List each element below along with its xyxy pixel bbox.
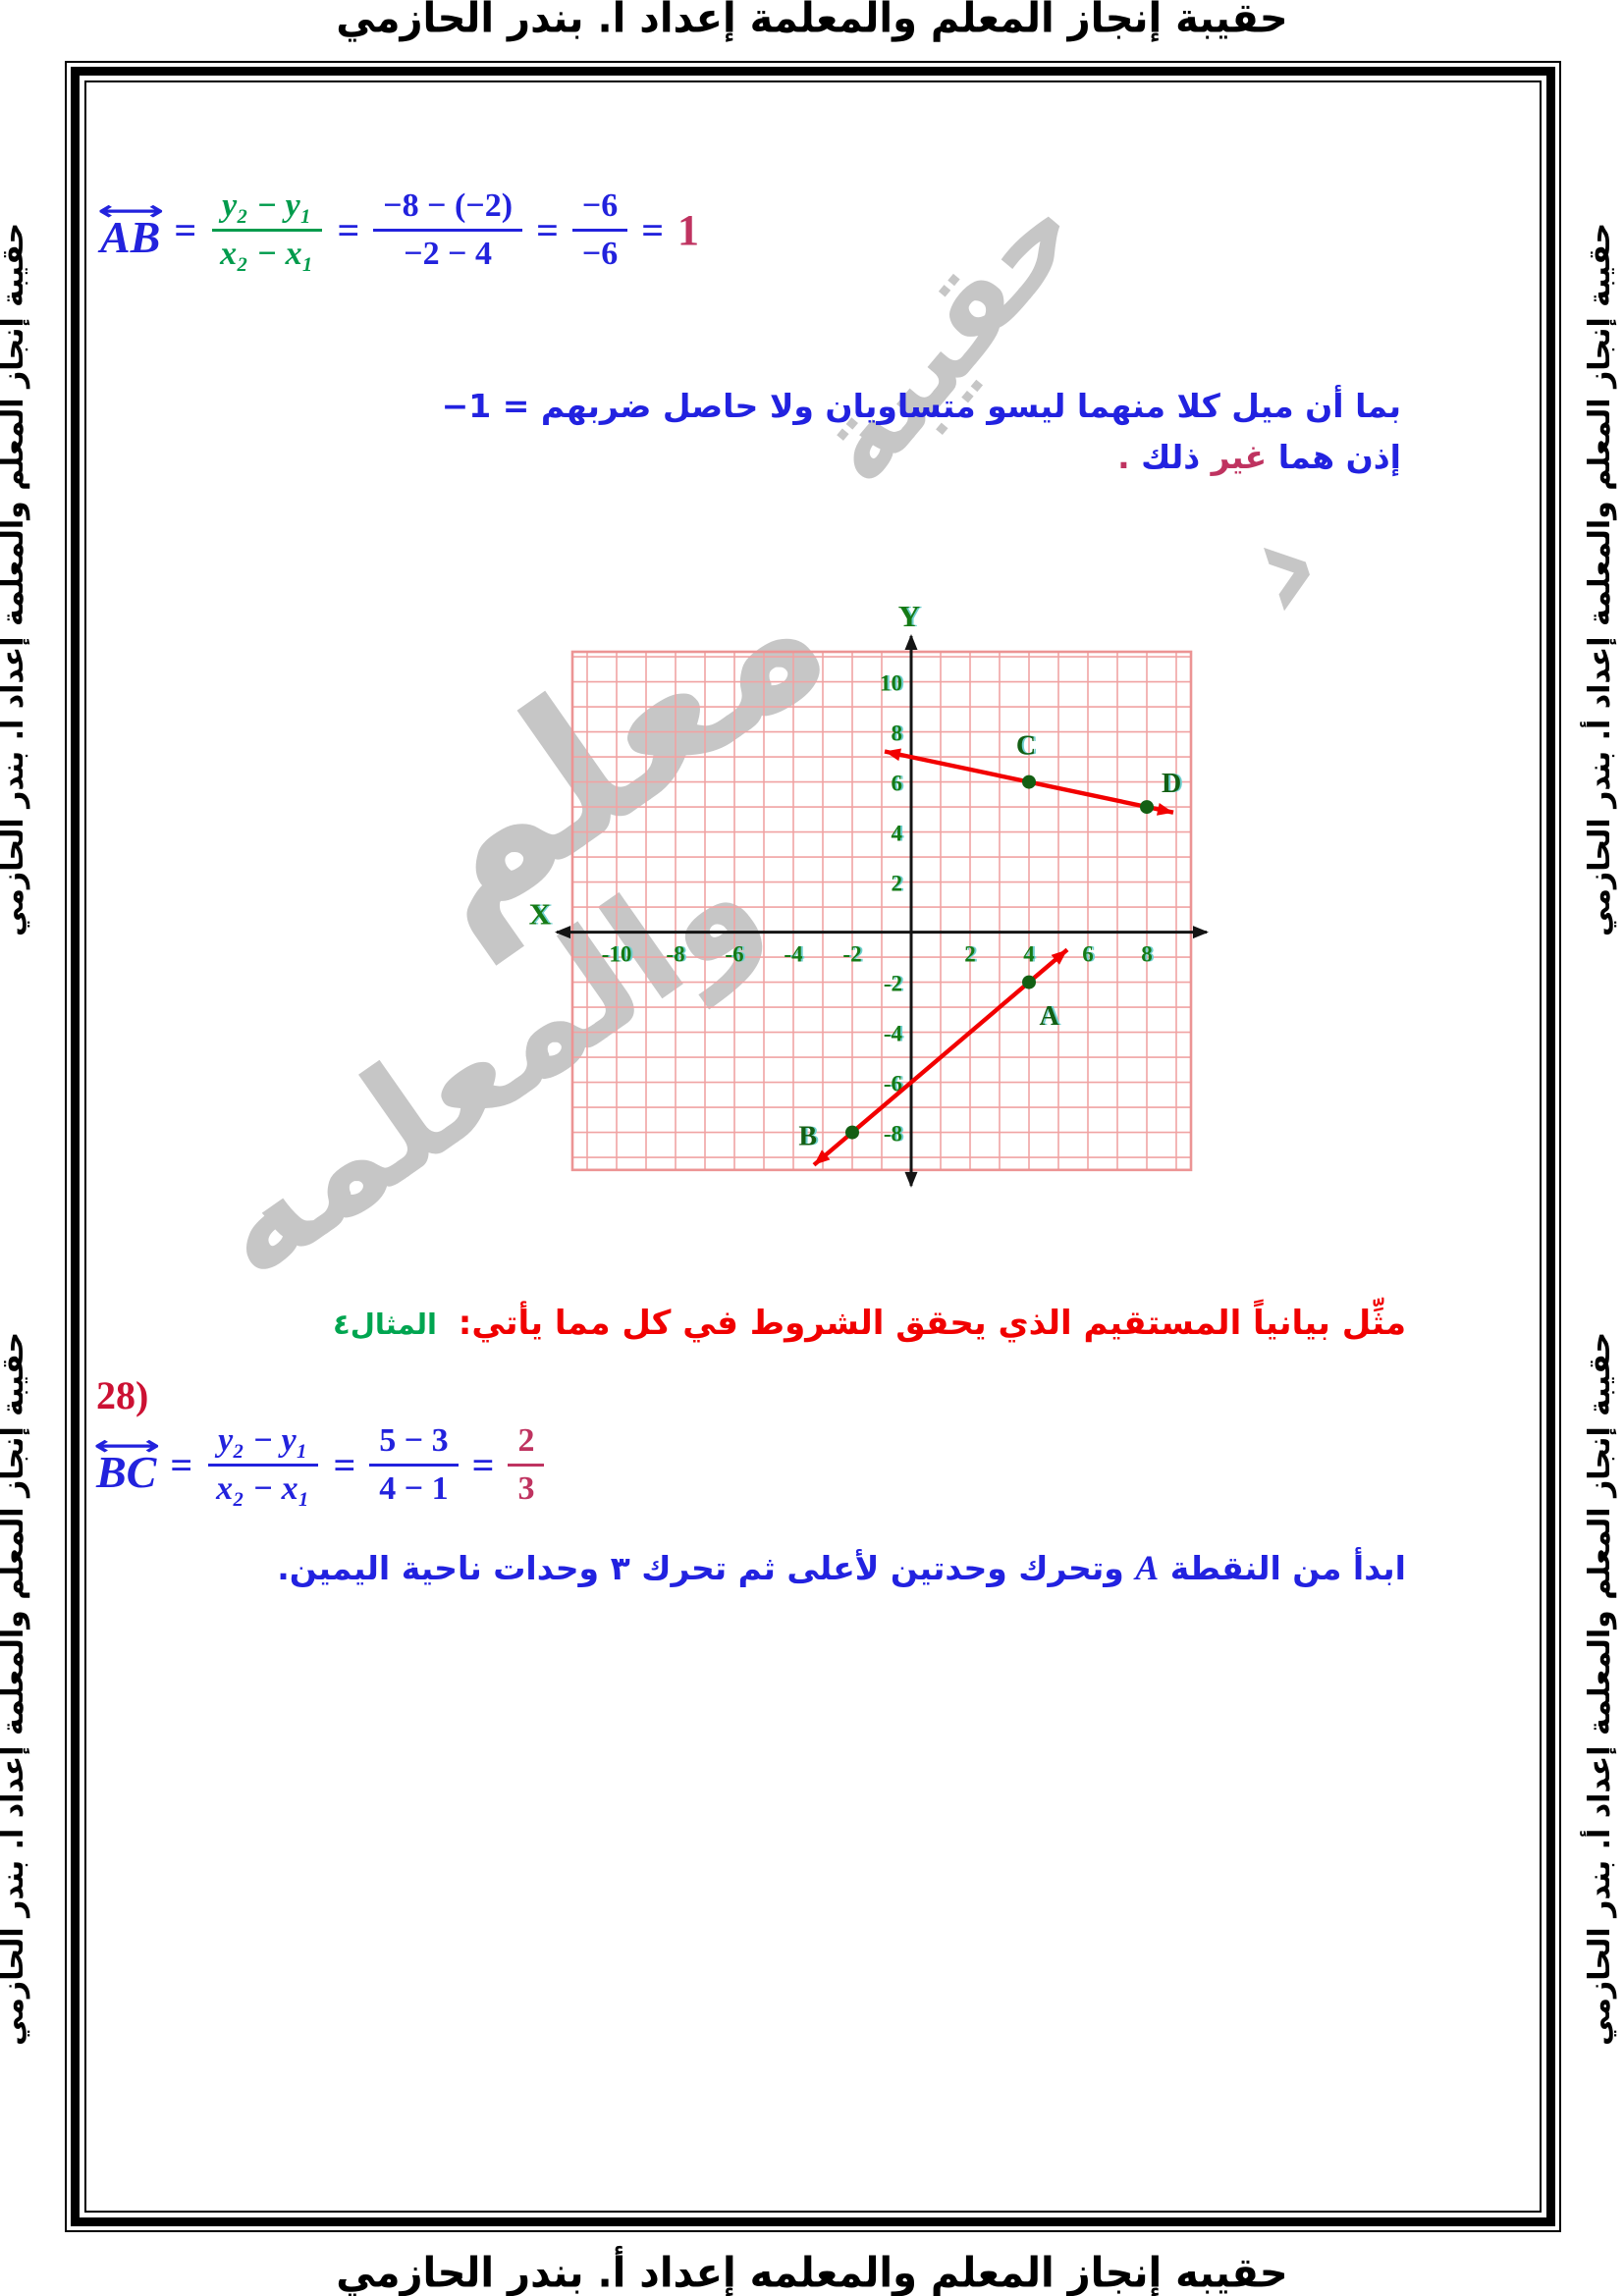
denominator: 4 − 1	[379, 1470, 449, 1507]
svg-text:10: 10	[880, 671, 902, 696]
svg-text:B: B	[798, 1121, 817, 1151]
side-calligraphy-right-bottom: حقيبة إنجاز المعلم والمعلمة إعداد أ. بند…	[1583, 1331, 1617, 2046]
slope-result: 1	[677, 206, 700, 254]
page-border-frame-thick	[71, 67, 1555, 2226]
coordinate-plane-svg: X Y -10 -8 -6 -4 -2 2 4 6 8 10 8 6 4 2 -2 -4 -6 -8 A B C D	[529, 599, 1209, 1188]
page-border-frame	[65, 61, 1561, 2232]
page-border-frame-inner	[84, 80, 1542, 2213]
denominator: x₂ − x₁	[216, 1470, 310, 1507]
equals-sign: =	[641, 208, 665, 252]
note-text: وتحرك وحدتين لأعلى ثم تحرك ٣ وحدات ناحية…	[277, 1549, 1136, 1587]
side-calligraphy-right-top: حقيبة إنجاز المعلم والمعلمة إعداد أ. بند…	[1583, 222, 1617, 936]
problem-number: 28)	[96, 1373, 149, 1417]
svg-text:6: 6	[1082, 942, 1094, 967]
svg-text:6: 6	[892, 772, 903, 796]
equals-sign: =	[170, 1443, 193, 1487]
conclusion-part: إذن هما	[1267, 438, 1401, 476]
instruction-note: ابدأ من النقطة A وتحرك وحدتين لأعلى ثم ت…	[277, 1547, 1406, 1588]
svg-text:2: 2	[892, 872, 903, 896]
svg-text:4: 4	[892, 822, 903, 846]
ab-name: AB	[100, 211, 161, 262]
double-arrow-icon: ⟷	[96, 193, 164, 227]
side-calligraphy-left-top: حقيبة إنجاز المعلم والمعلمة إعداد أ. بند…	[0, 222, 30, 936]
numerator: 2	[508, 1421, 545, 1467]
conclusion-period: .	[1117, 438, 1130, 476]
simplified-fraction: −6 −6	[571, 187, 628, 274]
substituted-fraction: −8 − (−2) −2 − 4	[373, 187, 523, 274]
svg-text:8: 8	[892, 721, 903, 746]
footer-calligraphy: حقيبه إنجاز المعلم والمعلمه إعداد أ. بند…	[336, 2249, 1288, 2296]
denominator: 3	[517, 1470, 535, 1507]
slope-result-fraction: 2 3	[508, 1421, 545, 1509]
conclusion-value: −1	[441, 387, 492, 425]
svg-text:-6: -6	[884, 1072, 902, 1096]
svg-text:-4: -4	[784, 942, 803, 967]
conclusion-text: بما أن ميل كلا منهما ليسو متساويان ولا ح…	[491, 387, 1401, 425]
example-title: مثِّل بيانياً المستقيم الذي يحقق الشروط …	[333, 1304, 1406, 1343]
formula-bc-slope: ⟷ BC = y₂ − y₁ x₂ − x₁ = 5 − 3 4 − 1 = 2…	[93, 1421, 545, 1509]
numerator: −8 − (−2)	[373, 187, 523, 232]
note-point-label: A	[1135, 1548, 1160, 1587]
svg-text:-2: -2	[884, 972, 902, 996]
denominator: −6	[581, 236, 619, 272]
equals-sign: =	[174, 208, 197, 252]
equals-sign: =	[337, 208, 360, 252]
substituted-fraction: 5 − 3 4 − 1	[369, 1421, 459, 1509]
formula-ab-slope: ⟷ AB = y₂ − y₁ x₂ − x₁ = −8 − (−2) −2 − …	[97, 187, 700, 274]
svg-text:-8: -8	[884, 1122, 902, 1147]
note-text: ابدأ من النقطة	[1159, 1549, 1406, 1587]
svg-text:D: D	[1162, 769, 1181, 799]
bc-name: BC	[96, 1446, 157, 1497]
denominator: −2 − 4	[404, 236, 493, 272]
coordinate-plane: X Y -10 -8 -6 -4 -2 2 4 6 8 10 8 6 4 2 -2 -4 -6 -8 A B C D	[525, 599, 1217, 1207]
double-arrow-icon: ⟷	[92, 1428, 160, 1462]
equals-sign: =	[333, 1443, 356, 1487]
equals-sign: =	[471, 1443, 495, 1487]
svg-text:8: 8	[1141, 942, 1153, 967]
numerator: 5 − 3	[369, 1421, 459, 1467]
svg-text:C: C	[1016, 731, 1036, 762]
svg-text:Y: Y	[898, 607, 920, 633]
svg-text:-4: -4	[884, 1022, 903, 1046]
svg-text:-6: -6	[725, 942, 743, 967]
header-calligraphy: حقيبة إنجاز المعلم والمعلمة إعداد أ. بند…	[336, 0, 1288, 43]
svg-text:-2: -2	[842, 942, 861, 967]
numerator: −6	[571, 187, 628, 232]
conclusion-line-2: إذن هما غير ذلك .	[1117, 438, 1401, 476]
example-title-text: مثِّل بيانياً المستقيم الذي يحقق الشروط …	[458, 1304, 1406, 1343]
svg-text:-10: -10	[602, 942, 632, 967]
denominator: x₂ − x₁	[220, 236, 314, 272]
svg-text:-8: -8	[666, 942, 684, 967]
svg-text:X: X	[529, 897, 552, 932]
svg-text:4: 4	[1023, 942, 1035, 967]
slope-formula-fraction: y₂ − y₁ x₂ − x₁	[210, 187, 323, 274]
svg-text:2: 2	[964, 942, 976, 967]
conclusion-line-1: بما أن ميل كلا منهما ليسو متساويان ولا ح…	[442, 387, 1401, 425]
side-calligraphy-left-bottom: حقيبة إنجاز المعلم والمعلمة إعداد أ. بند…	[0, 1331, 30, 2046]
equals-sign: =	[536, 208, 559, 252]
example-badge: المثال٤	[333, 1308, 437, 1341]
numerator: y₂ − y₁	[208, 1421, 318, 1467]
svg-text:A: A	[1040, 1001, 1060, 1032]
numerator: y₂ − y₁	[212, 187, 322, 232]
slope-formula-fraction: y₂ − y₁ x₂ − x₁	[206, 1421, 319, 1509]
conclusion-emphasis: غير	[1211, 438, 1268, 476]
conclusion-part: ذلك	[1129, 438, 1212, 476]
ab-vector-label: ⟷ AB	[97, 196, 164, 262]
bc-vector-label: ⟷ BC	[93, 1431, 160, 1497]
